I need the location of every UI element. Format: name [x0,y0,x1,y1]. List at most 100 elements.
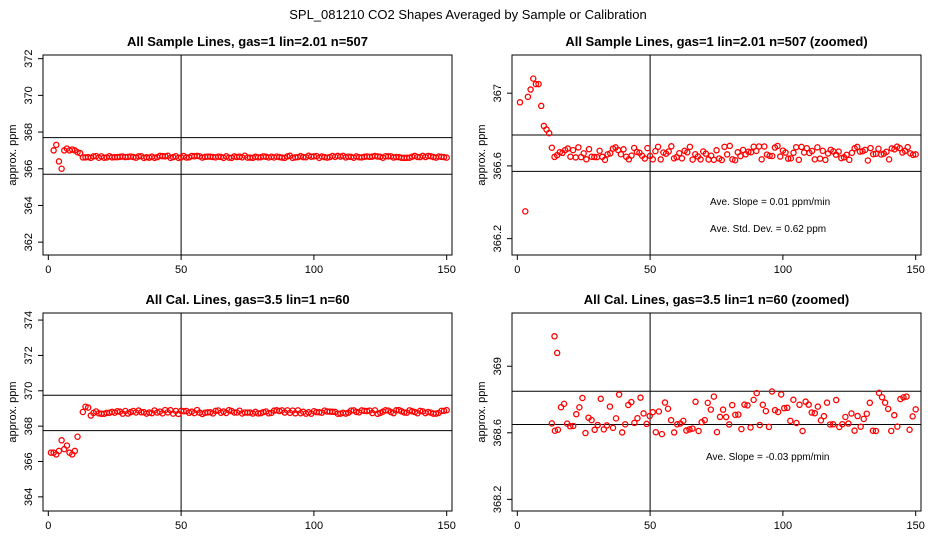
data-point [363,407,371,415]
data-point [875,389,883,397]
x-tick-label: 150 [438,520,456,532]
data-point [787,417,794,425]
data-point [761,143,768,150]
data-point [866,399,874,407]
data-point [658,430,666,438]
y-tick-label: 369 [492,357,504,375]
data-point [640,410,647,417]
data-point [591,426,598,434]
data-point [664,405,672,413]
data-point [756,421,764,429]
data-point [416,407,424,415]
data-point [58,165,65,173]
data-point [522,208,529,215]
data-point [863,410,871,417]
y-tick-label: 368 [23,417,35,435]
plot-frame [511,312,922,512]
annotation: Ave. Slope = -0.03 ppm/min [706,452,830,463]
y-tick-label: 372 [23,346,35,364]
data-point [716,413,724,421]
data-point [839,420,846,428]
data-point [811,156,819,163]
data-point [692,398,699,406]
data-point [826,421,834,428]
data-point [686,426,693,433]
data-point [787,155,795,162]
data-point [768,388,776,395]
data-point [524,93,532,101]
y-tick-label: 368 [23,123,35,141]
data-point [820,412,828,420]
data-point [594,421,601,429]
data-point [548,144,556,151]
data-point [793,419,800,427]
data-point [628,398,635,406]
data-point [667,416,675,424]
data-point [596,147,603,155]
data-point [634,414,641,422]
y-tick-label: 364 [23,488,35,506]
data-point [774,142,781,150]
data-points [516,75,919,215]
data-point [805,401,812,408]
data-point [832,396,840,404]
x-tick-label: 100 [305,264,323,276]
x-tick-label: 150 [438,264,456,276]
data-point [114,407,121,415]
data-point [637,394,644,401]
data-point [851,427,858,434]
data-point [50,147,57,154]
x-tick-label: 100 [774,520,792,532]
y-tick-label: 366.6 [492,152,504,180]
data-point [864,157,872,164]
data-point [597,395,605,403]
chart-panel-1: All Sample Lines, gas=1 lin=2.01 n=507 0 5… [7,34,456,276]
data-point [784,155,792,162]
data-point [652,428,660,436]
data-point [811,409,819,417]
data-point [710,393,718,400]
data-point [579,394,586,402]
y-tick-label: 366 [23,452,35,470]
data-point [661,399,669,406]
data-point [665,148,672,155]
data-point [782,149,789,156]
data-point [718,156,726,164]
data-point [582,429,589,437]
data-point [443,406,450,414]
data-point [63,442,71,449]
panel-title: All Cal. Lines, gas=3.5 lin=1 n=60 (zoom… [584,292,850,307]
y-tick-label: 368.2 [492,486,504,514]
data-point [819,147,826,155]
data-point [725,421,733,428]
data-point [145,409,153,416]
data-point [591,153,598,161]
data-point [554,426,562,433]
data-point [676,149,683,157]
figure-title: SPL_081210 CO2 Shapes Averaged by Sample… [289,7,647,22]
data-point [569,422,577,430]
data-points [50,141,450,173]
data-point [753,147,760,155]
data-point [769,152,776,160]
data-point [860,415,867,423]
data-points [548,333,919,438]
panel-title: All Sample Lines, gas=1 lin=2.01 n=507 [127,34,368,49]
data-point [532,80,540,88]
data-point [798,143,805,151]
data-point [894,423,901,430]
data-point [329,408,336,416]
data-point [588,416,595,424]
data-point [567,153,574,160]
data-point [556,148,564,156]
data-point [790,149,797,157]
data-point [869,427,877,434]
data-point [912,151,919,158]
data-point [631,419,638,427]
data-point [553,349,561,357]
data-point [900,394,907,401]
data-point [808,409,815,416]
data-point [71,447,79,455]
data-point [74,433,81,440]
data-point [680,417,687,425]
